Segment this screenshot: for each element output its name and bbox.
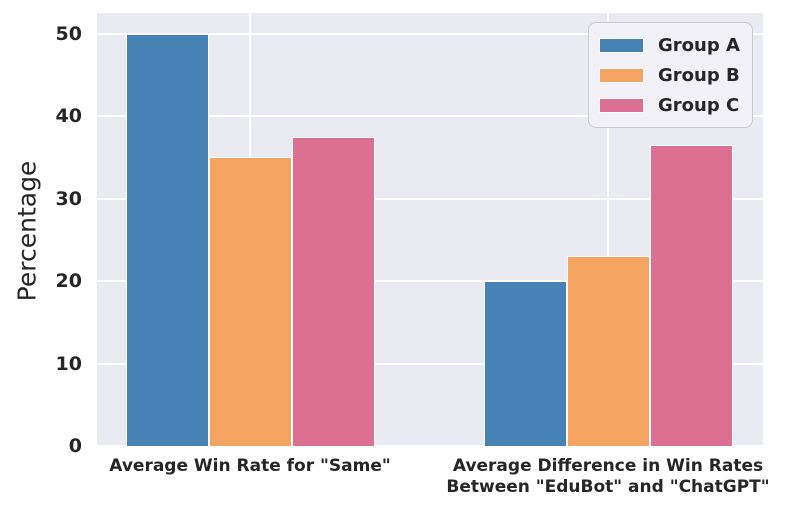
x-category-label-1: Average Win Rate for "Same" xyxy=(109,456,391,476)
legend-swatch-group-a xyxy=(599,37,644,53)
bar-group-c-cat2 xyxy=(649,144,733,446)
y-tick-label-0: 0 xyxy=(68,435,82,457)
legend-swatch-group-b xyxy=(599,67,644,83)
legend-item-group-b: Group B xyxy=(599,60,740,90)
x-category-label-2: Average Difference in Win Rates Between … xyxy=(446,456,770,497)
gridline-h-0 xyxy=(97,445,763,447)
gridline-h-50 xyxy=(97,32,763,35)
gridline-h-30 xyxy=(97,197,763,200)
y-tick-label-10: 10 xyxy=(55,352,82,375)
legend-label: Group A xyxy=(658,34,740,56)
legend-item-group-c: Group C xyxy=(599,90,740,120)
bar-group-c-cat1 xyxy=(291,136,375,446)
legend-item-group-a: Group A xyxy=(599,30,740,60)
bar-group-a-cat2 xyxy=(483,281,567,446)
y-tick-label-40: 40 xyxy=(55,105,82,128)
legend-label: Group C xyxy=(658,94,740,116)
legend: Group A Group B Group C xyxy=(588,22,753,128)
bar-group-b-cat2 xyxy=(566,256,650,446)
y-tick-label-20: 20 xyxy=(55,270,82,293)
bar-group-a-cat1 xyxy=(125,33,209,446)
y-tick-label-30: 30 xyxy=(55,187,82,210)
legend-label: Group B xyxy=(658,64,740,86)
legend-swatch-group-c xyxy=(599,97,644,113)
y-tick-label-50: 50 xyxy=(55,22,82,45)
gridline-h-40 xyxy=(97,115,763,118)
gridline-v-cat2 xyxy=(607,13,609,446)
gridline-h-20 xyxy=(97,280,763,283)
bar-group-b-cat1 xyxy=(208,157,292,446)
gridline-h-10 xyxy=(97,362,763,365)
